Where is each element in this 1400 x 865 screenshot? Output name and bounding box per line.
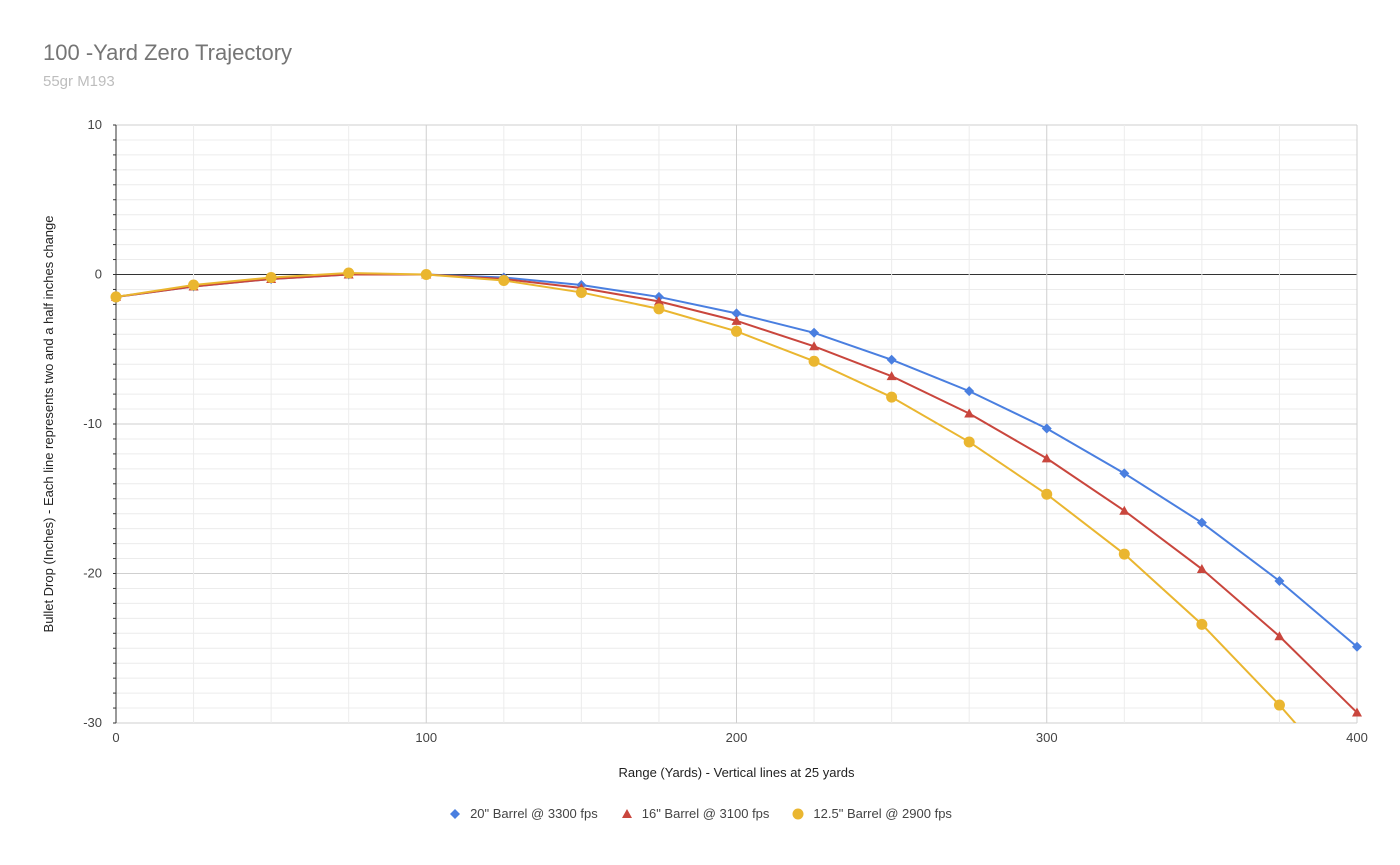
legend-marker	[621, 808, 632, 818]
legend-item[interactable]: 20" Barrel @ 3300 fps	[448, 806, 598, 821]
y-tick-label: -20	[83, 566, 102, 581]
legend-label: 12.5" Barrel @ 2900 fps	[813, 806, 952, 821]
data-point	[964, 386, 975, 397]
y-tick-label: -30	[83, 715, 102, 730]
data-point	[809, 327, 820, 338]
data-point	[1274, 575, 1285, 586]
legend-marker	[450, 808, 461, 819]
legend-label: 16" Barrel @ 3100 fps	[641, 806, 770, 821]
data-point	[1352, 707, 1362, 717]
x-tick-label: 400	[1346, 730, 1368, 745]
data-point	[1041, 423, 1052, 434]
data-point	[575, 286, 587, 298]
y-tick-label: -10	[83, 416, 102, 431]
series-2	[110, 267, 1297, 723]
legend-item[interactable]: 16" Barrel @ 3100 fps	[620, 806, 770, 821]
triangle-marker-icon	[621, 808, 632, 818]
data-point	[110, 291, 122, 303]
data-point	[1273, 699, 1285, 711]
data-point	[809, 341, 820, 351]
data-point	[731, 308, 742, 319]
chart-title: 100 -Yard Zero Trajectory	[43, 40, 293, 65]
data-point	[1352, 641, 1362, 652]
data-point	[1196, 564, 1207, 574]
y-tick-label: 0	[95, 267, 102, 282]
data-point	[808, 355, 820, 367]
data-point	[498, 274, 510, 286]
data-point	[1119, 505, 1130, 515]
data-point	[1274, 631, 1285, 641]
data-point	[886, 354, 897, 365]
legend-item[interactable]: 12.5" Barrel @ 2900 fps	[791, 806, 952, 821]
x-tick-label: 100	[415, 730, 437, 745]
x-tick-label: 300	[1036, 730, 1058, 745]
y-tick-label: 10	[88, 117, 102, 132]
diamond-marker-icon	[450, 808, 461, 819]
data-point	[188, 279, 200, 291]
data-point	[343, 267, 355, 279]
data-point	[653, 296, 664, 306]
x-tick-label: 200	[726, 730, 748, 745]
data-point	[886, 371, 897, 381]
data-point	[1119, 468, 1130, 479]
chart-subtitle: 55gr M193	[43, 73, 115, 90]
circle-marker-icon	[792, 808, 804, 819]
data-point	[1041, 453, 1052, 463]
data-point	[1041, 488, 1053, 500]
data-point	[1196, 618, 1208, 630]
legend-label: 20" Barrel @ 3300 fps	[470, 806, 598, 821]
data-point	[731, 315, 742, 325]
data-point	[1196, 517, 1207, 528]
data-point	[886, 391, 898, 403]
x-tick-label: 0	[112, 730, 119, 745]
data-point	[964, 408, 975, 418]
x-axis-label: Range (Yards) - Vertical lines at 25 yar…	[618, 765, 855, 780]
data-point	[265, 271, 277, 283]
legend: 20" Barrel @ 3300 fps 16" Barrel @ 3100 f…	[0, 806, 1400, 821]
data-point	[1118, 548, 1130, 560]
data-point	[420, 269, 432, 280]
legend-marker	[792, 808, 804, 819]
data-point	[963, 436, 975, 448]
data-point	[653, 303, 665, 315]
data-point	[731, 325, 742, 337]
y-axis-label: Bullet Drop (Inches) - Each line represe…	[41, 216, 56, 633]
